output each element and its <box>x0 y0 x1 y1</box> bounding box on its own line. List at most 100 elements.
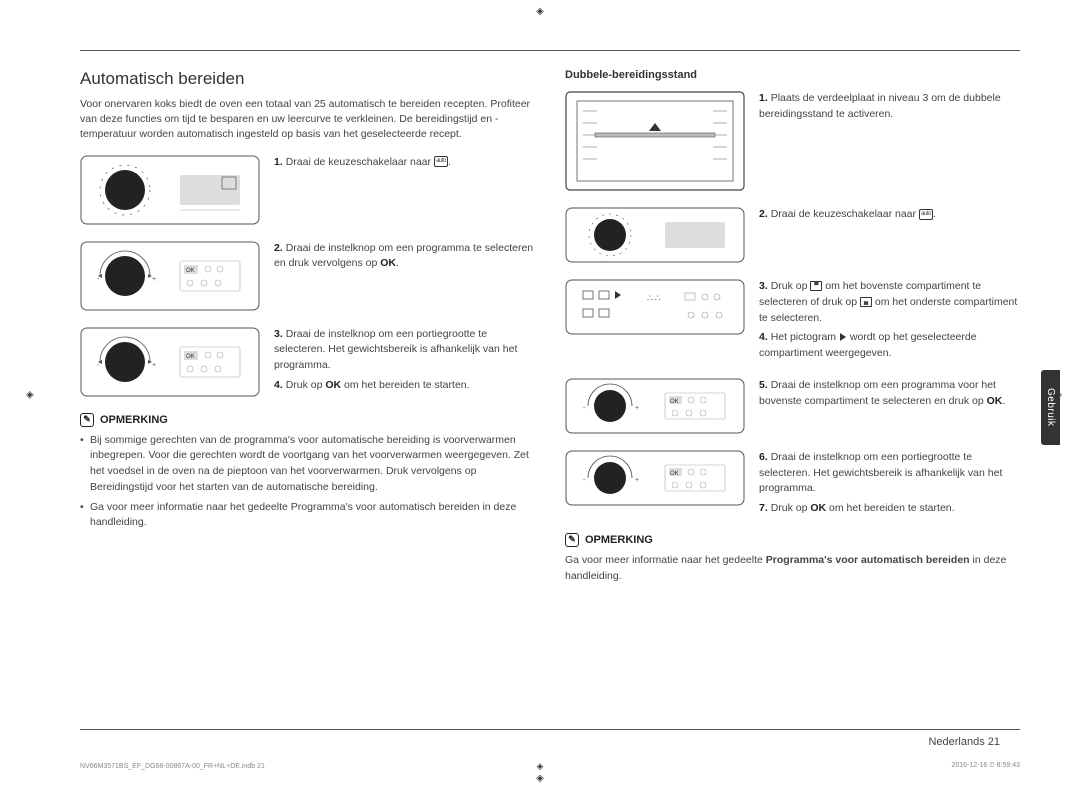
ok-label: OK <box>987 395 1003 407</box>
step-body: Het pictogram <box>771 331 839 343</box>
r-step-5: - + OK 5. Draai de instelknop om een <box>565 378 1020 434</box>
period: . <box>396 257 399 269</box>
r-step-1-text: 1. Plaats de verdeelplaat in niveau 3 om… <box>759 91 1020 123</box>
svg-text:-: - <box>97 276 100 283</box>
step-1-text: 1. Draai de keuzeschakelaar naar auto. <box>274 155 535 171</box>
display-figure: ∴∴ <box>565 279 745 335</box>
r-step-1: 1. Plaats de verdeelplaat in niveau 3 om… <box>565 91 1020 191</box>
step-body: Draai de instelknop om een programma voo… <box>759 379 996 407</box>
ok-label: OK <box>325 379 341 391</box>
svg-text:OK: OK <box>670 399 679 405</box>
dial-figure-r5: - + OK <box>565 378 745 434</box>
step-3-4: - + OK 3. Draai de in <box>80 327 535 397</box>
svg-text:OK: OK <box>670 471 679 477</box>
upper-comp-icon: ▀ <box>810 281 822 291</box>
svg-text:+: + <box>635 405 639 412</box>
step-num: 2. <box>759 208 768 220</box>
note-list: Bij sommige gerechten van de programma's… <box>80 433 535 532</box>
lower-comp-icon: ▄ <box>860 297 872 307</box>
dial-figure-2: - + OK <box>80 241 260 311</box>
dial-figure-1 <box>80 155 260 225</box>
step-num: 6. <box>759 451 768 463</box>
step-num: 1. <box>274 156 283 168</box>
r-step-2-text: 2. Draai de keuzeschakelaar naar auto. <box>759 207 1020 223</box>
note-part-a: Ga voor meer informatie naar het gedeelt… <box>565 554 766 566</box>
r-step-6-7: - + OK 6. Draai de in <box>565 450 1020 517</box>
step-2-text: 2. Draai de instelknop om een programma … <box>274 241 535 273</box>
left-column: Automatisch bereiden Voor onervaren koks… <box>80 69 535 584</box>
step-2: - + OK 2. Draai de instelknop om een <box>80 241 535 311</box>
auto-icon: auto <box>434 156 448 167</box>
note-part-bold: Programma's voor automatisch bereiden <box>766 554 970 566</box>
subsection-title: Dubbele-bereidingsstand <box>565 69 1020 81</box>
step-num: 1. <box>759 92 768 104</box>
note-icon: ✎ <box>80 413 94 427</box>
step-body: Draai de instelknop om een portiegrootte… <box>759 451 1002 495</box>
step-num: 4. <box>274 379 283 391</box>
svg-text:+: + <box>152 362 156 369</box>
page-number: Nederlands 21 <box>928 736 1000 748</box>
svg-text:+: + <box>152 276 156 283</box>
crop-mark-bottom: ◈ <box>536 773 544 784</box>
crop-mark-top: ◈ <box>536 6 544 17</box>
note-label: OPMERKING <box>100 414 168 426</box>
crop-mark-left: ◈ <box>26 390 34 401</box>
dial-figure-3: - + OK <box>80 327 260 397</box>
step-body: Druk op <box>286 379 326 391</box>
svg-text:+: + <box>635 477 639 484</box>
auto-icon: auto <box>919 209 933 220</box>
note-item: Ga voor meer informatie naar het gedeelt… <box>80 500 535 532</box>
step-num: 4. <box>759 331 768 343</box>
note-label: OPMERKING <box>585 534 653 546</box>
footer-file: NV66M3571BS_EF_DG68-00867A-00_FR+NL+DE.i… <box>80 763 265 770</box>
step-num: 3. <box>274 328 283 340</box>
note-icon: ✎ <box>565 533 579 547</box>
step-num: 2. <box>274 242 283 254</box>
dial-figure-r6: - + OK <box>565 450 745 506</box>
side-tab: Gebruik <box>1041 370 1060 445</box>
note-item: Bij sommige gerechten van de programma's… <box>80 433 535 496</box>
triangle-icon <box>840 333 846 341</box>
step-num: 7. <box>759 502 768 514</box>
dial-figure-r2 <box>565 207 745 263</box>
step-body: Draai de instelknop om een portiegrootte… <box>274 328 517 372</box>
footer-date: 2016-12-16 ⏲ 8:59:43 <box>951 762 1020 770</box>
svg-text:-: - <box>97 362 100 369</box>
manual-page: ◈ ◈ ◈ ◈ Automatisch bereiden Voor onerva… <box>0 0 1080 790</box>
r-step-5-text: 5. Draai de instelknop om een programma … <box>759 378 1020 410</box>
step-num: 5. <box>759 379 768 391</box>
crop-mark-bottom-center: ◈ <box>537 761 544 772</box>
note-heading: ✎ OPMERKING <box>80 413 535 427</box>
intro-text: Voor onervaren koks biedt de oven een to… <box>80 97 535 143</box>
right-column: Dubbele-bereidingsstand <box>565 69 1020 584</box>
note-heading-r: ✎ OPMERKING <box>565 533 1020 547</box>
step-body: Draai de keuzeschakelaar naar <box>286 156 434 168</box>
ok-label: OK <box>380 257 396 269</box>
step-num: 3. <box>759 280 768 292</box>
r-step-3-4-text: 3. Druk op ▀ om het bovenste compartimen… <box>759 279 1020 362</box>
step-body: Druk op <box>771 502 811 514</box>
oven-figure <box>565 91 745 191</box>
step-body: Plaats de verdeelplaat in niveau 3 om de… <box>759 92 1001 120</box>
step-body: Druk op <box>771 280 811 292</box>
svg-text:OK: OK <box>186 268 195 274</box>
step-body: om het bereiden te starten. <box>826 502 954 514</box>
step-body: Draai de instelknop om een programma te … <box>274 242 533 270</box>
step-1: 1. Draai de keuzeschakelaar naar auto. <box>80 155 535 225</box>
svg-text:∴∴: ∴∴ <box>647 293 662 303</box>
r-step-2: 2. Draai de keuzeschakelaar naar auto. <box>565 207 1020 263</box>
svg-text:-: - <box>583 477 586 484</box>
section-title: Automatisch bereiden <box>80 69 535 89</box>
step-3-4-text: 3. Draai de instelknop om een portiegroo… <box>274 327 535 394</box>
top-rule <box>80 50 1020 51</box>
r-step-3-4: ∴∴ 3. Druk op ▀ om het bovenste comparti… <box>565 279 1020 362</box>
step-body: Draai de keuzeschakelaar naar <box>771 208 919 220</box>
bottom-rule <box>80 729 1020 730</box>
step-body: . <box>1002 395 1005 407</box>
note-text-r: Ga voor meer informatie naar het gedeelt… <box>565 553 1020 585</box>
r-step-6-7-text: 6. Draai de instelknop om een portiegroo… <box>759 450 1020 517</box>
svg-text:-: - <box>583 405 586 412</box>
step-body-end: om het bereiden te starten. <box>341 379 469 391</box>
svg-text:OK: OK <box>186 354 195 360</box>
content-columns: Automatisch bereiden Voor onervaren koks… <box>80 69 1020 584</box>
